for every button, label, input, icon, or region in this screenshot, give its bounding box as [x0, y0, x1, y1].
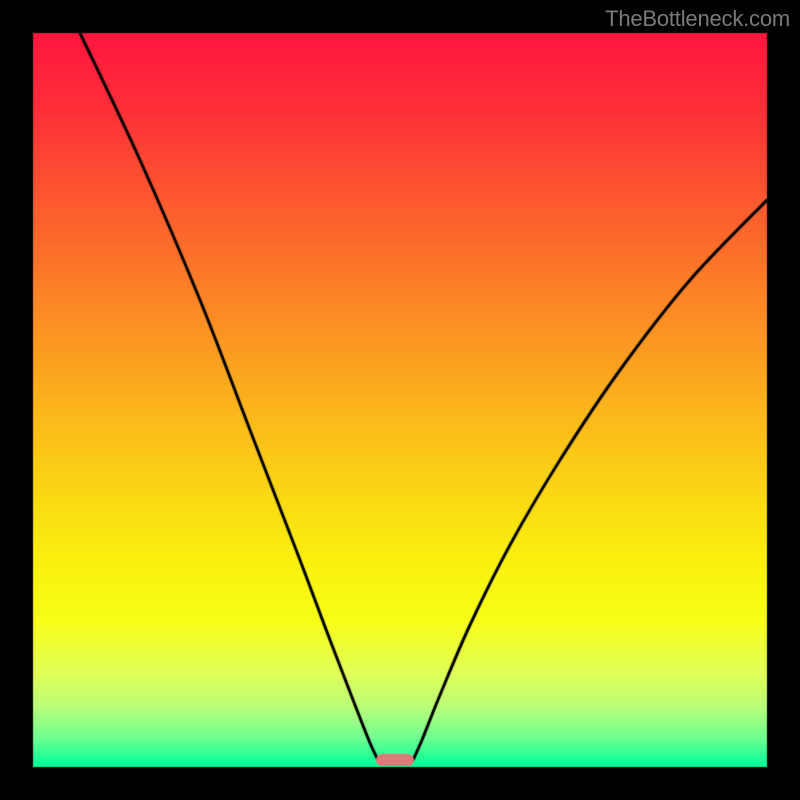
bottleneck-chart: [0, 0, 800, 800]
watermark-text: TheBottleneck.com: [605, 6, 790, 32]
